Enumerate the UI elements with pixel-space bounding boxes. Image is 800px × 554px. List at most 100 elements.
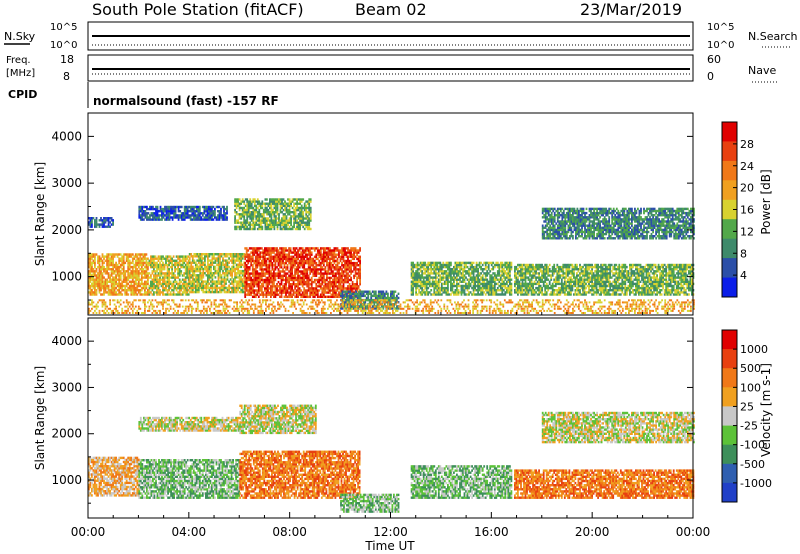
power-cell bbox=[188, 267, 191, 271]
power-cell bbox=[257, 285, 260, 288]
power-cell bbox=[361, 294, 364, 298]
power-cell bbox=[290, 200, 292, 203]
power-cell bbox=[471, 263, 473, 267]
power-cell bbox=[322, 261, 325, 265]
power-cell bbox=[275, 219, 277, 222]
power-cell bbox=[237, 280, 239, 283]
power-cell bbox=[469, 282, 472, 286]
power-cell bbox=[136, 259, 139, 262]
power-cell bbox=[433, 286, 436, 290]
power-cell bbox=[335, 259, 337, 263]
power-cell bbox=[436, 284, 439, 288]
power-cell bbox=[276, 204, 279, 207]
power-cell bbox=[271, 249, 274, 252]
power-cell bbox=[174, 261, 176, 265]
power-cell bbox=[324, 270, 327, 273]
power-cell bbox=[296, 204, 298, 207]
power-cell bbox=[95, 217, 98, 220]
power-cell bbox=[308, 198, 311, 201]
power-cell bbox=[492, 280, 495, 283]
power-cell bbox=[250, 213, 253, 216]
power-cell bbox=[440, 265, 443, 269]
power-cell bbox=[94, 225, 96, 228]
power-cell bbox=[410, 261, 413, 265]
power-cell bbox=[300, 253, 303, 256]
power-cell bbox=[253, 289, 256, 292]
power-cell bbox=[410, 263, 413, 267]
power-cell bbox=[154, 286, 157, 290]
power-cell bbox=[352, 305, 354, 308]
power-cell bbox=[291, 225, 294, 229]
power-cell bbox=[481, 291, 484, 294]
power-cell bbox=[445, 291, 448, 294]
power-cell bbox=[273, 219, 276, 222]
power-cell bbox=[199, 286, 202, 290]
power-cell bbox=[235, 211, 238, 214]
power-cell bbox=[276, 213, 279, 216]
power-cell bbox=[118, 265, 121, 269]
power-cell bbox=[350, 296, 353, 300]
power-cell bbox=[285, 295, 287, 298]
power-cell bbox=[234, 198, 236, 201]
power-cell bbox=[116, 278, 119, 281]
power-cell bbox=[419, 286, 422, 290]
power-cell bbox=[252, 225, 255, 229]
power-cell bbox=[338, 249, 340, 252]
power-cell bbox=[244, 285, 247, 288]
power-cell bbox=[338, 266, 340, 269]
power-cell bbox=[322, 295, 325, 298]
power-cell bbox=[292, 276, 295, 280]
power-cell bbox=[235, 284, 238, 287]
power-cell bbox=[131, 286, 134, 290]
power-cell bbox=[301, 295, 304, 298]
power-cell bbox=[165, 214, 168, 217]
power-cell bbox=[161, 212, 163, 215]
power-cell bbox=[91, 284, 93, 288]
power-cell bbox=[330, 251, 333, 254]
power-cell bbox=[486, 270, 489, 273]
power-cell bbox=[443, 282, 446, 286]
power-cell bbox=[229, 269, 232, 273]
power-cell bbox=[253, 247, 256, 250]
power-cell bbox=[151, 257, 154, 260]
power-cell bbox=[202, 290, 205, 294]
power-cell bbox=[251, 278, 254, 282]
power-cell bbox=[303, 223, 306, 226]
power-cell bbox=[312, 268, 315, 271]
power-cell bbox=[163, 257, 166, 260]
power-cell bbox=[191, 214, 194, 217]
power-cell bbox=[333, 278, 336, 282]
power-cell bbox=[354, 264, 357, 267]
power-cell bbox=[118, 286, 121, 290]
power-cell bbox=[463, 280, 466, 283]
power-cell bbox=[190, 253, 193, 256]
power-cell bbox=[216, 290, 218, 294]
power-cell bbox=[221, 216, 224, 219]
power-cell bbox=[226, 212, 228, 215]
power-cell bbox=[327, 280, 330, 284]
power-cell bbox=[101, 253, 104, 256]
power-cell bbox=[487, 268, 490, 271]
power-cell bbox=[205, 267, 208, 271]
power-cell bbox=[245, 247, 248, 250]
power-cell bbox=[471, 268, 473, 271]
power-cell bbox=[472, 274, 475, 277]
power-cell bbox=[301, 257, 304, 261]
power-cell bbox=[472, 289, 475, 292]
power-cell bbox=[354, 247, 357, 250]
power-cell bbox=[170, 216, 172, 219]
power-cell bbox=[208, 253, 211, 256]
power-cell bbox=[150, 257, 152, 260]
power-cell bbox=[276, 208, 279, 212]
power-cell bbox=[197, 290, 200, 294]
power-cell bbox=[200, 265, 203, 269]
power-cell bbox=[235, 265, 238, 269]
power-cell bbox=[279, 259, 281, 263]
power-cell bbox=[200, 272, 203, 275]
power-cell bbox=[296, 200, 298, 203]
power-cell bbox=[166, 268, 169, 271]
power-cell bbox=[321, 293, 324, 296]
power-cell bbox=[300, 204, 303, 207]
power-cell bbox=[288, 293, 290, 296]
power-cell bbox=[231, 290, 233, 294]
